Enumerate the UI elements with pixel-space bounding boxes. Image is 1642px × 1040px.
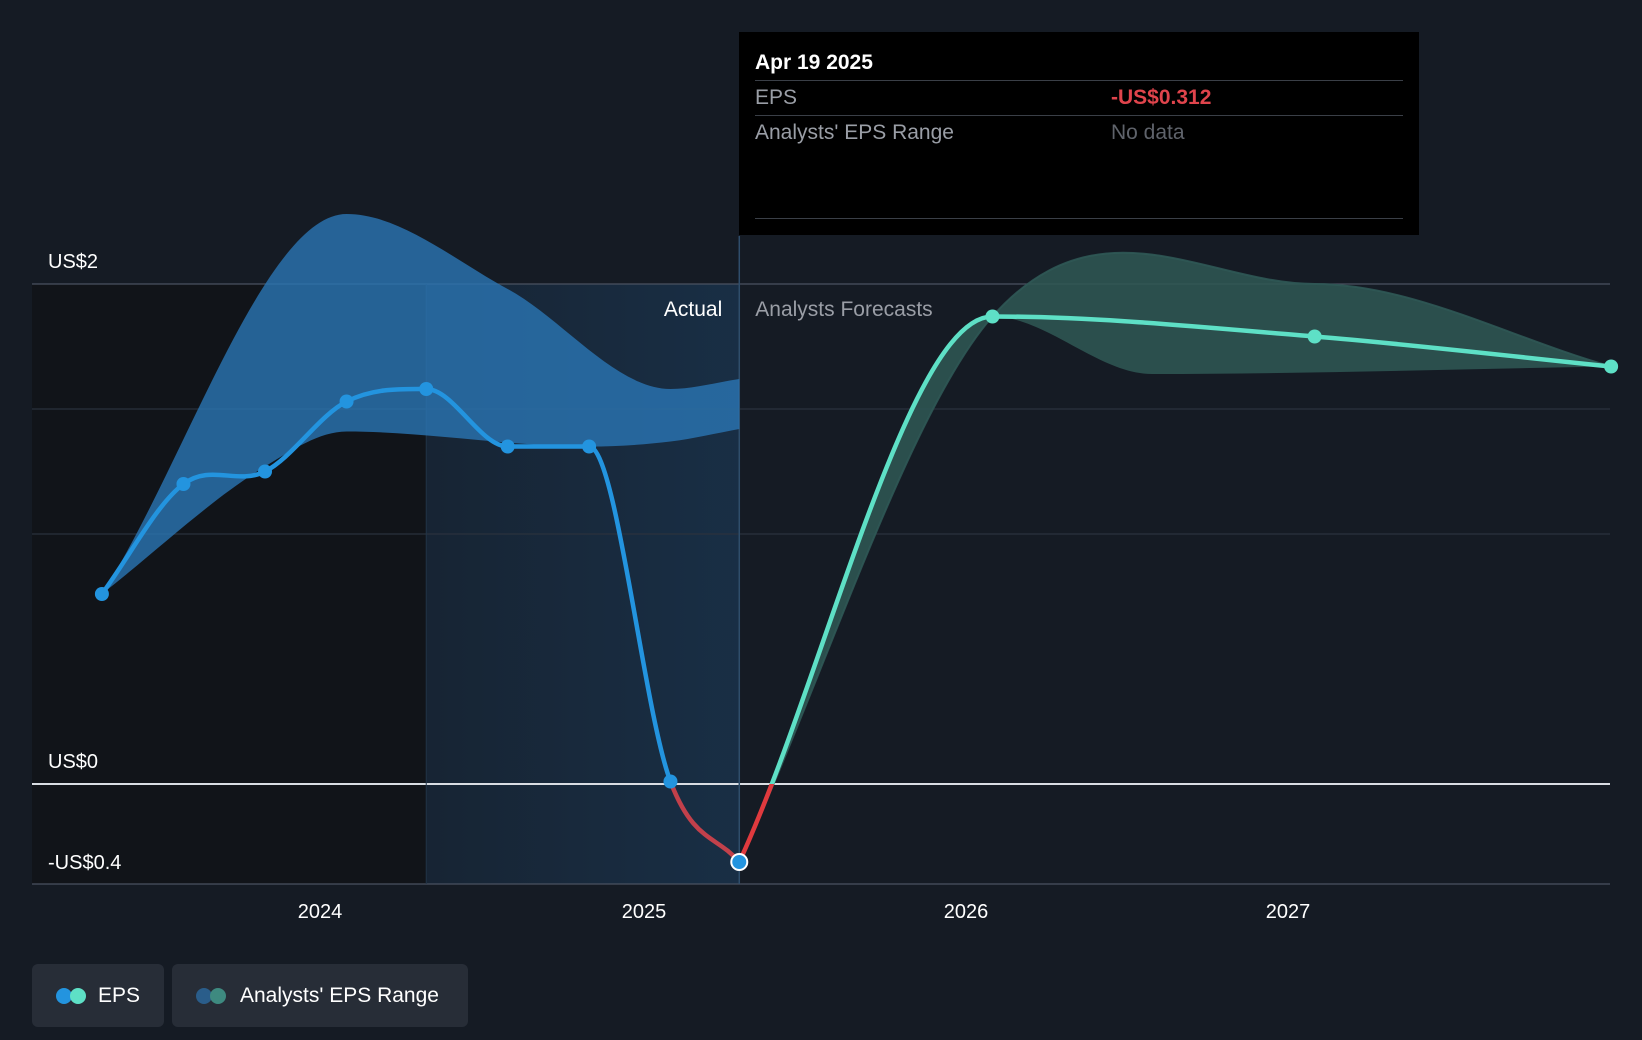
x-tick-label: 2027 [1266, 901, 1311, 923]
y-tick-label: US$2 [48, 251, 98, 273]
eps-point-current [730, 853, 749, 871]
legend-eps[interactable]: EPS [32, 964, 164, 1027]
tooltip-eps-label: EPS [755, 86, 798, 109]
legend-range-label: Analysts' EPS Range [240, 983, 439, 1007]
y-tick-label: -US$0.4 [48, 852, 121, 874]
axis-labels: US$2 US$0 -US$0.4 2024 2025 2026 2027 Actual Ana… [48, 251, 1310, 923]
legend-range-swatch [196, 987, 226, 1004]
eps-point [419, 382, 434, 396]
eps-point [582, 439, 597, 454]
tooltip-date: Apr 19 2025 [755, 46, 1403, 81]
eps-points [94, 309, 1619, 871]
hover-tooltip: Apr 19 2025 EPS -US$0.312 Analysts' EPS … [739, 32, 1419, 235]
tooltip-range-row: Analysts' EPS Range No data [755, 116, 1403, 150]
eps-range-band-forecast [739, 252, 1612, 862]
eps-point [663, 774, 678, 789]
x-tick-label: 2026 [944, 901, 989, 923]
eps-point [339, 394, 354, 409]
eps-range-bands [101, 214, 1612, 863]
legend-eps-swatch [56, 987, 86, 1004]
eps-range-band-actual [101, 214, 740, 594]
eps-point [1307, 329, 1322, 344]
forecast-label: Analysts Forecasts [755, 298, 932, 321]
tooltip-eps-value: -US$0.312 [1111, 86, 1212, 109]
actual-label: Actual [664, 298, 722, 321]
tooltip-range-value: No data [1111, 121, 1185, 144]
y-tick-label: US$0 [48, 751, 98, 773]
eps-point [94, 587, 109, 601]
eps-point [258, 464, 273, 479]
eps-line-negative-forecast [737, 784, 775, 865]
eps-point [176, 477, 191, 491]
tooltip-eps-row: EPS -US$0.312 [755, 81, 1403, 116]
legend-eps-label: EPS [97, 983, 140, 1007]
eps-range-upper-edge [738, 251, 1612, 863]
tooltip-range-label: Analysts' EPS Range [755, 121, 954, 144]
eps-lines [99, 314, 1614, 865]
eps-point [1604, 359, 1619, 374]
eps-point [985, 309, 1000, 324]
x-tick-label: 2025 [622, 901, 667, 923]
eps-line-forecast [769, 314, 1614, 784]
x-tick-label: 2024 [298, 901, 343, 923]
legend-eps-range[interactable]: Analysts' EPS Range [172, 964, 468, 1027]
tooltip-divider [755, 218, 1403, 219]
eps-line-actual [99, 386, 674, 784]
eps-point [500, 439, 515, 454]
